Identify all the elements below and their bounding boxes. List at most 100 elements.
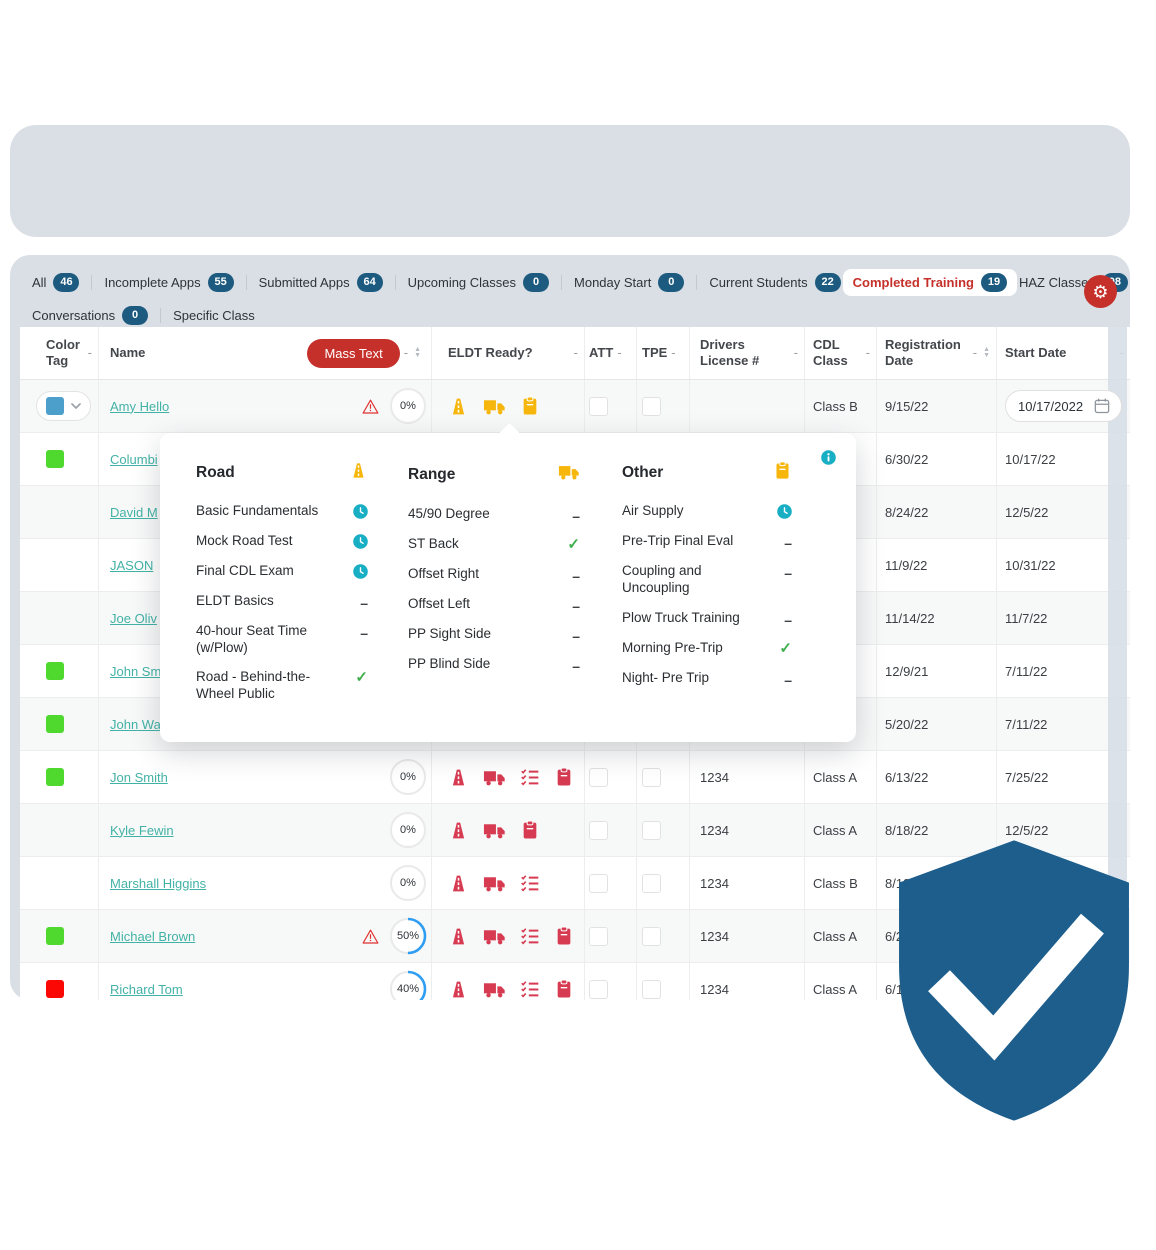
student-name-link[interactable]: David M	[110, 504, 158, 520]
student-name-link[interactable]: Joe Oliv	[110, 610, 157, 626]
att-checkbox[interactable]	[589, 926, 608, 946]
checklist-icon[interactable]	[520, 926, 540, 946]
registration-date-cell: 8/18/22	[877, 804, 997, 856]
student-name-link[interactable]: Jon Smith	[110, 769, 168, 785]
tpe-checkbox[interactable]	[642, 767, 661, 787]
tab-monday-start[interactable]: Monday Start 0	[572, 269, 686, 296]
truck-icon[interactable]	[483, 978, 506, 1001]
student-name-link[interactable]: Michael Brown	[110, 928, 196, 944]
student-name-link[interactable]: John Wa	[110, 716, 161, 732]
sort-icon[interactable]: ▲ ▼	[414, 346, 421, 359]
student-name-link[interactable]: Marshall Higgins	[110, 875, 207, 891]
filter-icon[interactable]: -	[87, 345, 92, 361]
browser-chrome-bar	[10, 125, 1130, 332]
info-icon[interactable]	[821, 450, 836, 465]
tab-specific-class[interactable]: Specific Class	[173, 307, 255, 323]
filter-icon[interactable]: -	[793, 345, 798, 361]
col-tpe: TPE	[642, 345, 668, 361]
truck-icon[interactable]	[483, 925, 506, 948]
color-tag-swatch[interactable]	[46, 980, 64, 998]
progress-circle: 40%	[389, 970, 427, 1000]
clipboard-icon[interactable]	[554, 767, 574, 787]
tab-upcoming-classes[interactable]: Upcoming Classes 0	[406, 269, 551, 296]
checklist-item: Morning Pre-Trip ✓	[622, 639, 792, 657]
col-color-tag: Color Tag	[46, 337, 80, 368]
mass-text-button[interactable]: Mass Text	[307, 338, 400, 368]
filter-icon[interactable]: -	[865, 345, 870, 361]
clipboard-icon[interactable]	[520, 820, 540, 840]
road-icon[interactable]	[448, 979, 469, 1000]
student-name-link[interactable]: JASON	[110, 557, 154, 573]
tab-completed-training[interactable]: Completed Training 19	[842, 268, 1017, 296]
filter-tabs: All 46 Incomplete Apps 55 Submitted Apps 64…	[10, 255, 1130, 330]
tpe-checkbox[interactable]	[642, 396, 661, 416]
tpe-checkbox[interactable]	[642, 820, 661, 840]
checklist-icon[interactable]	[520, 767, 540, 787]
checklist-item: PP Blind Side –	[408, 655, 580, 674]
checklist-icon[interactable]	[520, 873, 540, 893]
gear-icon: ⚙	[1092, 281, 1109, 302]
sort-icon[interactable]: ▲ ▼	[983, 346, 990, 359]
col-att: ATT	[589, 345, 614, 361]
chevron-down-icon	[71, 403, 81, 409]
checklist-icon[interactable]	[520, 979, 540, 999]
truck-icon[interactable]	[483, 819, 506, 842]
clipboard-icon[interactable]	[554, 926, 574, 946]
filter-icon[interactable]: -	[403, 345, 409, 361]
att-checkbox[interactable]	[589, 396, 608, 416]
tab-all[interactable]: All 46	[30, 269, 81, 296]
tpe-checkbox[interactable]	[642, 979, 661, 999]
road-icon[interactable]	[448, 820, 469, 841]
start-date-cell: 12/5/22	[1005, 822, 1049, 838]
tab-current-students[interactable]: Current Students 22	[707, 269, 842, 296]
clipboard-icon	[773, 461, 792, 485]
license-cell	[690, 380, 805, 432]
truck-icon[interactable]	[483, 872, 506, 895]
filter-icon[interactable]: -	[573, 345, 578, 361]
road-icon[interactable]	[448, 767, 469, 788]
color-tag-swatch[interactable]	[46, 927, 64, 945]
student-name-link[interactable]: Columbi	[110, 451, 158, 467]
color-tag-swatch[interactable]	[46, 715, 64, 733]
settings-button[interactable]: ⚙	[1084, 275, 1117, 308]
dash-status-icon: –	[784, 611, 792, 628]
start-date-input[interactable]: 10/17/2022	[1005, 390, 1123, 422]
color-tag-swatch[interactable]	[46, 662, 64, 680]
color-tag-swatch[interactable]	[46, 450, 64, 468]
tpe-checkbox[interactable]	[642, 873, 661, 893]
clipboard-icon[interactable]	[520, 396, 540, 416]
filter-icon[interactable]: -	[617, 345, 622, 361]
checklist-item: ST Back ✓	[408, 536, 580, 553]
filter-icon[interactable]: -	[972, 345, 978, 361]
tpe-checkbox[interactable]	[642, 926, 661, 946]
color-tag-swatch[interactable]	[46, 768, 64, 786]
popover-section-range: Range 45/90 Degree – ST Back ✓ Offset Righ…	[408, 461, 580, 716]
road-icon[interactable]	[448, 396, 469, 417]
att-checkbox[interactable]	[589, 873, 608, 893]
att-checkbox[interactable]	[589, 820, 608, 840]
color-tag-dropdown[interactable]	[36, 391, 91, 421]
start-date-cell: 12/5/22	[1005, 504, 1049, 520]
att-checkbox[interactable]	[589, 767, 608, 787]
registration-date-cell: 5/20/22	[877, 698, 997, 750]
tab-incomplete-apps[interactable]: Incomplete Apps 55	[102, 269, 235, 296]
clipboard-icon[interactable]	[554, 979, 574, 999]
count-badge: 64	[356, 272, 383, 292]
checklist-item: Road - Behind-the-Wheel Public ✓	[196, 669, 368, 702]
filter-icon[interactable]: -	[671, 345, 676, 361]
truck-icon[interactable]	[483, 766, 506, 789]
road-icon[interactable]	[448, 926, 469, 947]
scrollbar-track[interactable]	[1108, 327, 1127, 1000]
student-name-link[interactable]: John Sm	[110, 663, 162, 679]
att-checkbox[interactable]	[589, 979, 608, 999]
student-name-link[interactable]: Kyle Fewin	[110, 822, 174, 838]
tab-conversations[interactable]: Conversations 0	[30, 302, 150, 329]
truck-icon[interactable]	[483, 395, 506, 418]
student-name-link[interactable]: Amy Hello	[110, 398, 170, 414]
start-date-cell: 11/7/22	[1005, 610, 1048, 626]
checklist-item: Pre-Trip Final Eval –	[622, 532, 792, 551]
tab-submitted-apps[interactable]: Submitted Apps 64	[257, 269, 385, 296]
road-icon[interactable]	[448, 873, 469, 894]
cdl-class-cell: Class A	[805, 963, 877, 1000]
student-name-link[interactable]: Richard Tom	[110, 981, 183, 997]
